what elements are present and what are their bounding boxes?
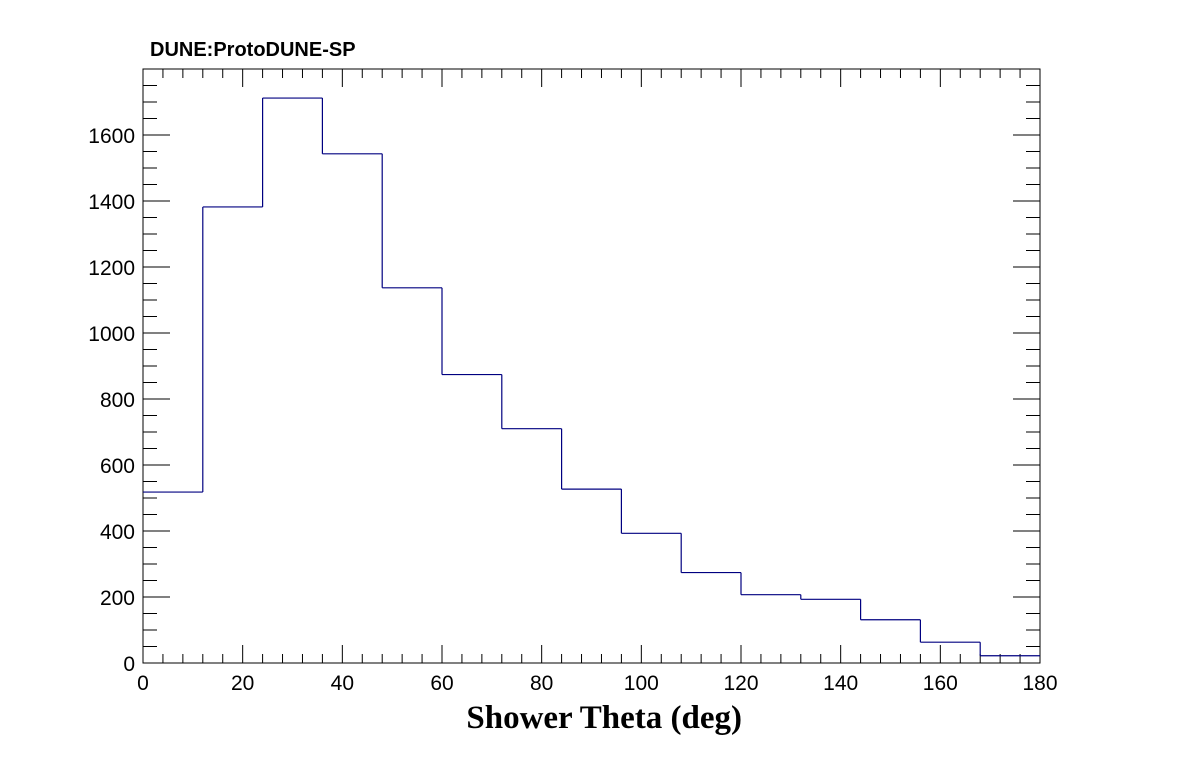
y-tick-labels: 0 200 400 600 800 1000 1200 1400 1600 (88, 125, 135, 676)
x-tick-label: 120 (723, 672, 758, 695)
axes (142, 68, 1041, 664)
x-tick-label: 100 (624, 672, 659, 695)
y-tick-label: 1200 (88, 257, 135, 280)
histogram-series (143, 97, 1040, 657)
x-tick-labels: 0 20 40 60 80 100 120 140 160 180 (137, 672, 1057, 695)
x-tick-label: 140 (823, 672, 858, 695)
y-tick-label: 800 (100, 389, 135, 412)
y-tick-label: 600 (100, 455, 135, 478)
x-tick-label: 160 (923, 672, 958, 695)
y-tick-label: 400 (100, 521, 135, 544)
y-tick-label: 1600 (88, 125, 135, 148)
x-tick-label: 60 (430, 672, 453, 695)
x-tick-label: 20 (231, 672, 254, 695)
chart-title: DUNE:ProtoDUNE-SP (150, 39, 356, 61)
x-tick-label: 0 (137, 672, 149, 695)
x-tick-label: 80 (530, 672, 553, 695)
y-tick-label: 1000 (88, 323, 135, 346)
y-tick-label: 200 (100, 587, 135, 610)
plot-frame (142, 68, 1041, 664)
y-tick-label: 0 (123, 653, 135, 676)
x-tick-label: 40 (331, 672, 354, 695)
x-axis-title: Shower Theta (deg) (466, 700, 742, 736)
y-tick-label: 1400 (88, 191, 135, 214)
x-tick-label: 180 (1022, 672, 1057, 695)
